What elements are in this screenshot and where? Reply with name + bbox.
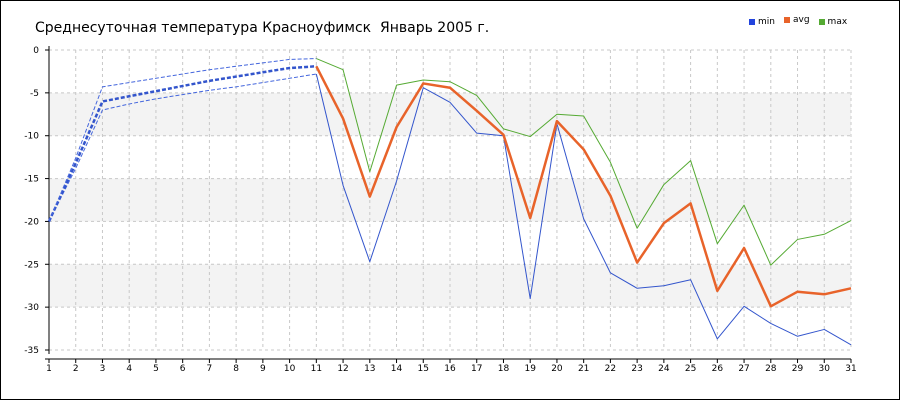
x-tick-label: 19 bbox=[524, 364, 536, 374]
legend-swatch-avg bbox=[783, 17, 790, 23]
legend-item-min: min bbox=[749, 17, 775, 27]
series-line-avg bbox=[315, 65, 852, 308]
y-tick-label: -5 bbox=[30, 89, 39, 99]
x-tick-label: 1 bbox=[46, 364, 52, 374]
x-tick-label: 8 bbox=[233, 364, 239, 374]
x-tick-label: 4 bbox=[126, 364, 132, 374]
x-tick-label: 30 bbox=[819, 364, 831, 374]
x-tick-label: 5 bbox=[153, 364, 159, 374]
legend-label-min: min bbox=[758, 17, 775, 27]
x-tick-label: 23 bbox=[631, 364, 642, 374]
chart-title: Среднесуточная температура Красноуфимск … bbox=[35, 20, 490, 36]
x-tick-label: 3 bbox=[100, 364, 106, 374]
x-tick-label: 2 bbox=[73, 364, 79, 374]
x-tick-label: 6 bbox=[180, 364, 186, 374]
x-tick-label: 28 bbox=[765, 364, 777, 374]
x-tick-label: 31 bbox=[845, 364, 856, 374]
x-tick-label: 18 bbox=[498, 364, 510, 374]
legend-swatch-min bbox=[749, 19, 755, 25]
series-line-avg-interpolated bbox=[47, 65, 317, 222]
x-tick-label: 7 bbox=[207, 364, 213, 374]
x-tick-label: 15 bbox=[418, 364, 429, 374]
legend: min avg max bbox=[749, 15, 848, 27]
legend-label-max: max bbox=[827, 17, 848, 27]
y-tick-label: -35 bbox=[24, 346, 39, 356]
x-tick-label: 11 bbox=[311, 364, 322, 374]
series-line-min-interpolated bbox=[48, 73, 317, 222]
x-tick-label: 20 bbox=[551, 364, 563, 374]
x-tick-label: 26 bbox=[712, 364, 724, 374]
y-tick-label: -25 bbox=[24, 260, 39, 270]
series-line-min bbox=[315, 73, 852, 346]
x-tick-label: 25 bbox=[685, 364, 696, 374]
x-tick-label: 9 bbox=[260, 364, 266, 374]
x-tick-label: 17 bbox=[471, 364, 482, 374]
x-tick-label: 22 bbox=[605, 364, 616, 374]
x-tick-label: 27 bbox=[738, 364, 749, 374]
legend-item-avg: avg bbox=[783, 15, 810, 25]
x-tick-label: 13 bbox=[364, 364, 375, 374]
y-tick-label: -30 bbox=[24, 303, 39, 313]
y-tick-label: -10 bbox=[24, 132, 39, 142]
x-tick-label: 29 bbox=[792, 364, 804, 374]
x-tick-label: 10 bbox=[284, 364, 296, 374]
legend-label-avg: avg bbox=[792, 15, 810, 25]
y-tick-label: -20 bbox=[24, 217, 39, 227]
x-tick-label: 21 bbox=[578, 364, 589, 374]
x-tick-label: 16 bbox=[444, 364, 456, 374]
legend-swatch-max bbox=[818, 19, 825, 25]
x-tick-label: 24 bbox=[658, 364, 670, 374]
legend-item-max: max bbox=[818, 17, 848, 27]
x-tick-label: 12 bbox=[337, 364, 348, 374]
y-tick-label: 0 bbox=[33, 46, 39, 56]
y-tick-label: -15 bbox=[24, 175, 39, 185]
x-tick-label: 14 bbox=[391, 364, 403, 374]
series-line-max bbox=[316, 58, 852, 266]
